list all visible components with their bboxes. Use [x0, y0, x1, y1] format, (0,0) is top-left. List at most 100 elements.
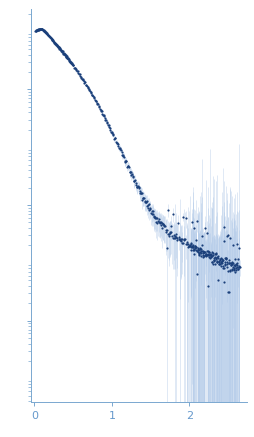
Point — [191, 246, 195, 253]
Point — [167, 229, 171, 236]
Point — [226, 288, 230, 295]
Point — [39, 26, 43, 33]
Point — [188, 246, 192, 253]
Point — [219, 256, 224, 263]
Point — [66, 55, 70, 62]
Point — [202, 252, 206, 259]
Point — [154, 215, 158, 222]
Point — [66, 55, 70, 62]
Point — [79, 74, 83, 81]
Point — [225, 289, 229, 296]
Point — [157, 219, 162, 226]
Point — [36, 26, 40, 33]
Point — [189, 243, 194, 250]
Point — [59, 46, 63, 53]
Point — [158, 218, 163, 225]
Point — [60, 49, 64, 55]
Point — [146, 204, 150, 211]
Point — [236, 262, 240, 269]
Point — [140, 194, 144, 201]
Point — [233, 264, 237, 271]
Point — [180, 213, 184, 220]
Point — [73, 64, 77, 71]
Point — [121, 153, 125, 160]
Point — [218, 262, 222, 269]
Point — [61, 50, 65, 57]
Point — [142, 198, 146, 205]
Point — [33, 28, 37, 35]
Point — [40, 26, 44, 33]
Point — [68, 59, 72, 66]
Point — [82, 80, 86, 87]
Point — [199, 248, 203, 255]
Point — [117, 145, 121, 152]
Point — [184, 239, 188, 246]
Point — [231, 266, 235, 273]
Point — [78, 72, 82, 79]
Point — [201, 249, 205, 256]
Point — [233, 260, 237, 267]
Point — [67, 57, 71, 64]
Point — [222, 255, 226, 262]
Point — [178, 236, 182, 243]
Point — [154, 215, 158, 222]
Point — [39, 26, 43, 33]
Point — [68, 59, 72, 66]
Point — [217, 257, 221, 264]
Point — [226, 257, 230, 264]
Point — [68, 59, 72, 66]
Point — [161, 223, 165, 230]
Point — [94, 97, 98, 104]
Point — [62, 51, 66, 58]
Point — [153, 213, 157, 220]
Point — [234, 260, 238, 267]
Point — [210, 260, 214, 267]
Point — [51, 37, 55, 44]
Point — [53, 41, 57, 48]
Point — [67, 57, 71, 64]
Point — [219, 258, 223, 265]
Point — [97, 104, 101, 111]
Point — [116, 142, 120, 149]
Point — [123, 158, 127, 165]
Point — [208, 253, 212, 260]
Point — [42, 28, 46, 35]
Point — [204, 248, 209, 255]
Point — [193, 243, 197, 250]
Point — [194, 217, 198, 224]
Point — [59, 48, 64, 55]
Point — [55, 43, 59, 50]
Point — [67, 57, 71, 64]
Point — [34, 27, 38, 34]
Point — [143, 198, 147, 205]
Point — [203, 251, 208, 258]
Point — [231, 265, 235, 272]
Point — [105, 119, 109, 126]
Point — [47, 33, 51, 40]
Point — [223, 259, 227, 266]
Point — [216, 258, 220, 265]
Point — [105, 121, 109, 128]
Point — [99, 108, 103, 115]
Point — [218, 254, 222, 261]
Point — [196, 251, 200, 258]
Point — [62, 50, 66, 57]
Point — [74, 66, 78, 73]
Point — [132, 177, 136, 184]
Point — [215, 276, 219, 283]
Point — [235, 245, 240, 252]
Point — [88, 87, 92, 94]
Point — [106, 122, 110, 129]
Point — [204, 252, 208, 259]
Point — [88, 88, 92, 95]
Point — [156, 215, 161, 222]
Point — [131, 178, 135, 185]
Point — [222, 261, 226, 268]
Point — [235, 255, 239, 262]
Point — [200, 252, 204, 259]
Point — [129, 171, 133, 178]
Point — [70, 61, 74, 68]
Point — [118, 144, 122, 151]
Point — [168, 222, 172, 229]
Point — [130, 171, 134, 178]
